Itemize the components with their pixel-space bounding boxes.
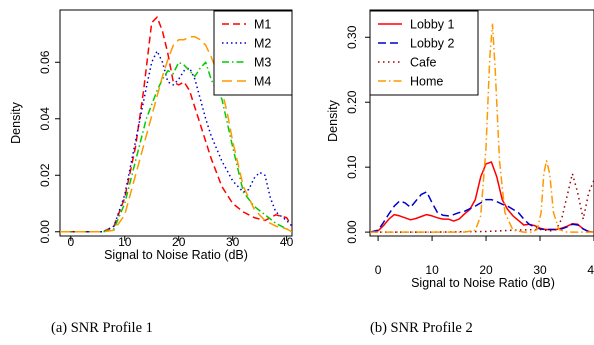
x-tick-label: 10 (118, 235, 132, 249)
y-tick-label: 0.00 (345, 220, 359, 244)
legend-label: M2 (254, 37, 271, 51)
y-tick-label: 0.20 (345, 90, 359, 114)
x-tick-label: 0 (67, 235, 74, 249)
series-line-lobby-2 (370, 191, 594, 233)
y-axis-a: 0.00 0.02 0.04 0.06 (38, 50, 60, 243)
y-tick-label: 0.04 (38, 107, 52, 131)
x-axis-a: 0 10 20 30 40 (67, 235, 293, 249)
series-line-m1 (60, 16, 292, 233)
plot-area-b (369, 9, 594, 237)
x-axis-b: 0 10 20 30 40 (375, 236, 594, 277)
y-tick-label: 0.06 (38, 50, 52, 74)
x-tick-label: 20 (172, 235, 186, 249)
x-axis-label-b: Signal to Noise Ratio (dB) (411, 276, 555, 290)
series-line-m2 (60, 50, 292, 233)
legend-label: M4 (254, 75, 271, 89)
legend-label: M3 (254, 56, 271, 70)
x-tick-label: 10 (425, 263, 439, 277)
legend-label: Home (410, 75, 443, 89)
caption-b: (b) SNR Profile 2 (370, 320, 473, 336)
legend-label: Cafe (410, 56, 436, 70)
y-axis-label-a: Density (9, 101, 23, 143)
x-axis-label-a: Signal to Noise Ratio (dB) (104, 248, 248, 262)
y-axis-label-b: Density (326, 99, 340, 141)
legend-b: Lobby 1 Lobby 2 Cafe Home (369, 10, 479, 96)
x-tick-label: 30 (533, 263, 547, 277)
y-tick-label: 0.10 (345, 155, 359, 179)
legend-box-a (213, 10, 293, 96)
series-layer-a (60, 16, 292, 233)
x-tick-label: 0 (375, 263, 382, 277)
series-line-cafe (370, 172, 594, 233)
x-tick-label: 30 (226, 235, 240, 249)
caption-a: (a) SNR Profile 1 (51, 320, 153, 336)
series-line-lobby-1 (370, 161, 594, 233)
y-tick-label: 0.30 (345, 25, 359, 49)
legend-a: M1 M2 M3 M4 (213, 10, 293, 96)
legend-label: Lobby 2 (410, 37, 455, 51)
legend-label: M1 (254, 18, 271, 32)
y-tick-label: 0.00 (38, 220, 52, 244)
x-tick-label: 40 (587, 263, 594, 277)
series-line-home (370, 23, 594, 233)
y-tick-label: 0.02 (38, 163, 52, 187)
y-axis-b: 0.00 0.10 0.20 0.30 (345, 25, 370, 244)
panel-b: 0 10 20 30 40 0.00 0.10 0.20 0.30 Signal to Noi… (326, 9, 594, 336)
series-layer-b (370, 23, 594, 233)
x-tick-label: 20 (479, 263, 493, 277)
x-tick-label: 40 (280, 235, 294, 249)
legend-label: Lobby 1 (410, 18, 455, 32)
plot-area-a (59, 9, 293, 237)
series-line-m4 (60, 36, 292, 233)
legend-box-b (369, 10, 479, 96)
panel-a: 0 10 20 30 40 0.00 0.02 0.04 0.06 Signal to Noi… (9, 9, 294, 336)
